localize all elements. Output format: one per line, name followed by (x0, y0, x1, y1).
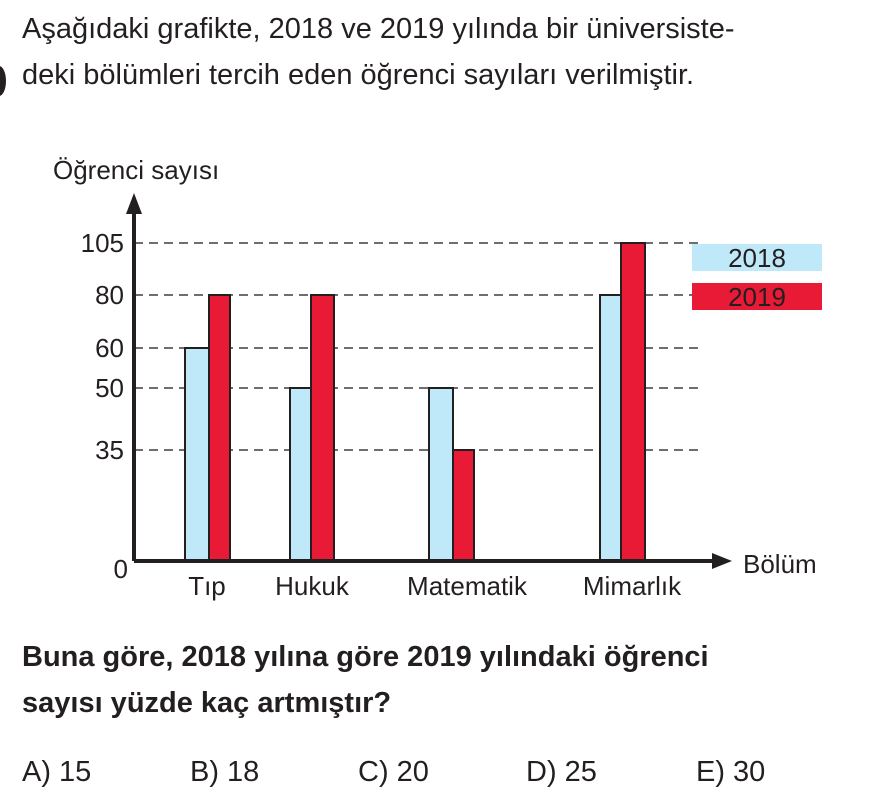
y-tick-label: 80 (95, 280, 124, 310)
question-line: sayısı yüzde kaç artmıştır? (22, 687, 392, 719)
x-tick-label: Hukuk (275, 571, 350, 601)
y-tick-label: 35 (95, 435, 124, 465)
bar-2019 (310, 294, 335, 562)
bar-2018 (289, 387, 312, 562)
bar-2019 (620, 242, 646, 562)
legend-label: 2018 (728, 243, 786, 273)
question-line: Buna göre, 2018 yılına göre 2019 yılında… (22, 641, 709, 673)
y-tick-label: 105 (81, 228, 124, 258)
y-axis-label: Öğrenci sayısı (53, 155, 219, 185)
option-c[interactable]: C) 20 (358, 756, 429, 788)
y-axis-arrow-icon (126, 193, 142, 214)
option-a[interactable]: A) 15 (22, 756, 92, 788)
y-tick-label: 0 (114, 554, 128, 584)
intro-text: Aşağıdaki grafikte, 2018 ve 2019 yılında… (22, 6, 867, 98)
option-e[interactable]: E) 30 (696, 756, 766, 788)
y-tick-label: 60 (95, 333, 124, 363)
x-tick-label: Matematik (407, 571, 528, 601)
bar-chart: 0 35 50 60 80 105 Tıp Hukuk Matematik Mimarlık Öğr… (53, 155, 822, 601)
bar-2018 (599, 294, 622, 562)
intro-line: Aşağıdaki grafikte, 2018 ve 2019 yılında… (22, 13, 735, 45)
legend-label: 2019 (728, 282, 786, 312)
bar-2019 (452, 449, 475, 562)
page-edge-mark (0, 66, 6, 96)
bar-2019 (208, 294, 231, 562)
question-text: Buna göre, 2018 yılına göre 2019 yılında… (22, 634, 867, 726)
bar-2018 (428, 387, 454, 562)
x-tick-label: Tıp (188, 571, 226, 601)
y-tick-label: 50 (95, 373, 124, 403)
bar-2018 (184, 347, 210, 562)
x-tick-label: Mimarlık (583, 571, 682, 601)
legend-swatch-2018 (692, 244, 822, 271)
option-b[interactable]: B) 18 (190, 756, 260, 788)
intro-line: deki bölümleri tercih eden öğrenci sayıl… (22, 59, 695, 91)
legend-swatch-2019 (692, 283, 822, 310)
x-axis-arrow-icon (712, 553, 732, 569)
x-axis-label: Bölüm (743, 549, 817, 579)
option-d[interactable]: D) 25 (526, 756, 597, 788)
